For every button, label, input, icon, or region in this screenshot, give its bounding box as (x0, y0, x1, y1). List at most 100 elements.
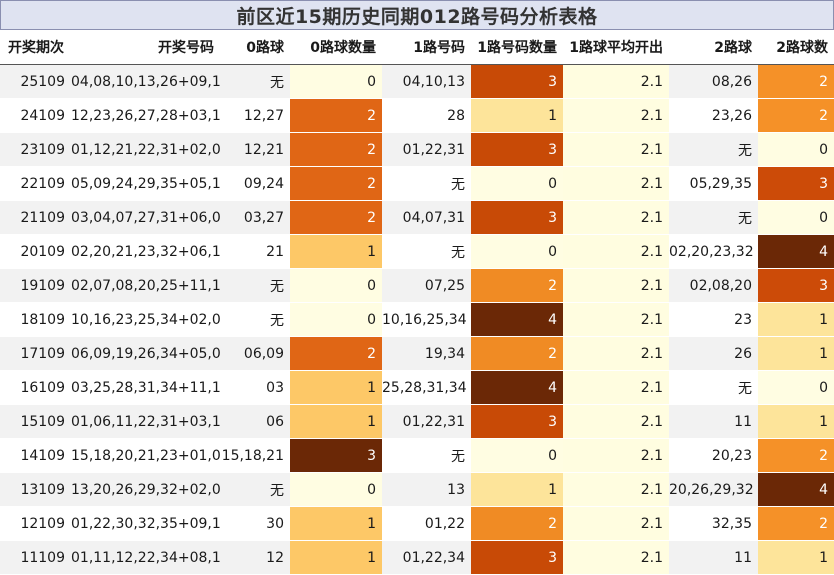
cell-route2-count: 2 (758, 64, 834, 99)
cell-route1: 无 (382, 438, 471, 473)
cell-route2: 无 (669, 370, 758, 405)
cell-route2: 08,26 (669, 64, 758, 99)
table-row: 11109 01,11,12,22,34+08,10 12 1 01,22,34 3 2.1… (0, 540, 834, 575)
cell-route0: 无 (220, 64, 290, 99)
cell-route2-count: 1 (758, 540, 834, 575)
cell-route1: 01,22,34 (382, 540, 471, 575)
cell-route2-count: 0 (758, 370, 834, 405)
cell-route0-count: 3 (290, 438, 382, 473)
cell-issue: 19109 (0, 268, 71, 303)
cell-route1-avg: 2.1 (563, 200, 669, 235)
cell-route2: 23,26 (669, 98, 758, 133)
cell-route1: 25,28,31,34 (382, 370, 471, 405)
cell-route2-count: 0 (758, 132, 834, 167)
table-row: 21109 03,04,07,27,31+06,09 03,27 2 04,07,31 3… (0, 200, 834, 235)
cell-route0: 无 (220, 268, 290, 303)
header-row: 开奖期次 开奖号码 0路球 0路球数量 1路号码 1路号码数量 1路球平均开出 … (0, 30, 834, 65)
cell-route2: 26 (669, 336, 758, 371)
cell-route0: 15,18,21 (220, 438, 290, 473)
table-row: 24109 12,23,26,27,28+03,11 12,27 2 28 1 2.1 23,… (0, 98, 834, 133)
cell-route2-count: 1 (758, 336, 834, 371)
cell-route0: 无 (220, 302, 290, 337)
header-issue: 开奖期次 (0, 30, 71, 65)
cell-route1-count: 3 (471, 64, 563, 99)
cell-route1-count: 3 (471, 132, 563, 167)
cell-issue: 13109 (0, 472, 71, 507)
cell-route1-avg: 2.1 (563, 336, 669, 371)
cell-route1: 07,25 (382, 268, 471, 303)
header-route2-count: 2路球数 (758, 30, 834, 65)
cell-route0: 无 (220, 472, 290, 507)
cell-numbers: 03,25,28,31,34+11,12 (71, 370, 220, 405)
cell-route1: 01,22 (382, 506, 471, 541)
cell-route2-count: 2 (758, 506, 834, 541)
cell-numbers: 05,09,24,29,35+05,12 (71, 166, 220, 201)
cell-issue: 14109 (0, 438, 71, 473)
cell-route1-avg: 2.1 (563, 268, 669, 303)
cell-route1-avg: 2.1 (563, 472, 669, 507)
cell-issue: 15109 (0, 404, 71, 439)
table-row: 22109 05,09,24,29,35+05,12 09,24 2 无 0 2.1 05,2… (0, 166, 834, 201)
cell-route0-count: 2 (290, 166, 382, 201)
cell-route2: 05,29,35 (669, 166, 758, 201)
cell-numbers: 15,18,20,21,23+01,02 (71, 438, 220, 473)
cell-route1-count: 1 (471, 472, 563, 507)
cell-route1-count: 3 (471, 200, 563, 235)
cell-issue: 11109 (0, 540, 71, 575)
table-row: 20109 02,20,21,23,32+06,12 21 1 无 0 2.1 02,20,2… (0, 234, 834, 269)
cell-route1: 28 (382, 98, 471, 133)
cell-numbers: 01,22,30,32,35+09,11 (71, 506, 220, 541)
cell-route0: 09,24 (220, 166, 290, 201)
table-row: 19109 02,07,08,20,25+11,12 无 0 07,25 2 2.1 02,0… (0, 268, 834, 303)
table-row: 13109 13,20,26,29,32+02,06 无 0 13 1 2.1 20,26,2… (0, 472, 834, 507)
cell-route0-count: 2 (290, 336, 382, 371)
cell-route2: 32,35 (669, 506, 758, 541)
cell-route1: 10,16,25,34 (382, 302, 471, 337)
cell-route1: 13 (382, 472, 471, 507)
cell-route1-count: 1 (471, 98, 563, 133)
cell-route0: 03 (220, 370, 290, 405)
cell-route1: 04,07,31 (382, 200, 471, 235)
cell-route1-count: 2 (471, 268, 563, 303)
cell-route2: 20,26,29,32 (669, 472, 758, 507)
cell-route0: 12,27 (220, 98, 290, 133)
cell-numbers: 10,16,23,25,34+02,05 (71, 302, 220, 337)
cell-issue: 21109 (0, 200, 71, 235)
cell-route1: 04,10,13 (382, 64, 471, 99)
cell-numbers: 02,20,21,23,32+06,12 (71, 234, 220, 269)
table-row: 15109 01,06,11,22,31+03,12 06 1 01,22,31 3 2.1… (0, 404, 834, 439)
cell-route0-count: 1 (290, 404, 382, 439)
cell-route2: 23 (669, 302, 758, 337)
cell-route0-count: 0 (290, 302, 382, 337)
cell-route2: 02,08,20 (669, 268, 758, 303)
cell-route1-avg: 2.1 (563, 98, 669, 133)
cell-route0: 06 (220, 404, 290, 439)
cell-route2-count: 4 (758, 234, 834, 269)
cell-issue: 17109 (0, 336, 71, 371)
cell-route1: 无 (382, 166, 471, 201)
cell-route2-count: 2 (758, 438, 834, 473)
cell-route2: 无 (669, 132, 758, 167)
cell-route0: 21 (220, 234, 290, 269)
table-row: 16109 03,25,28,31,34+11,12 03 1 25,28,31,34 4… (0, 370, 834, 405)
cell-route2-count: 3 (758, 268, 834, 303)
cell-route0-count: 0 (290, 268, 382, 303)
cell-numbers: 02,07,08,20,25+11,12 (71, 268, 220, 303)
cell-route1-count: 2 (471, 506, 563, 541)
cell-issue: 24109 (0, 98, 71, 133)
header-numbers: 开奖号码 (71, 30, 220, 65)
cell-route0-count: 2 (290, 132, 382, 167)
cell-route0: 03,27 (220, 200, 290, 235)
table-row: 12109 01,22,30,32,35+09,11 30 1 01,22 2 2.1 32,… (0, 506, 834, 541)
cell-route2: 20,23 (669, 438, 758, 473)
cell-route1-count: 3 (471, 540, 563, 575)
cell-route0-count: 2 (290, 200, 382, 235)
cell-route2-count: 2 (758, 98, 834, 133)
cell-route1-avg: 2.1 (563, 540, 669, 575)
cell-route0: 12,21 (220, 132, 290, 167)
cell-route0-count: 2 (290, 98, 382, 133)
cell-route1-count: 0 (471, 234, 563, 269)
cell-route2: 02,20,23,32 (669, 234, 758, 269)
header-route1-avg: 1路球平均开出 (563, 30, 669, 65)
cell-route1-avg: 2.1 (563, 302, 669, 337)
